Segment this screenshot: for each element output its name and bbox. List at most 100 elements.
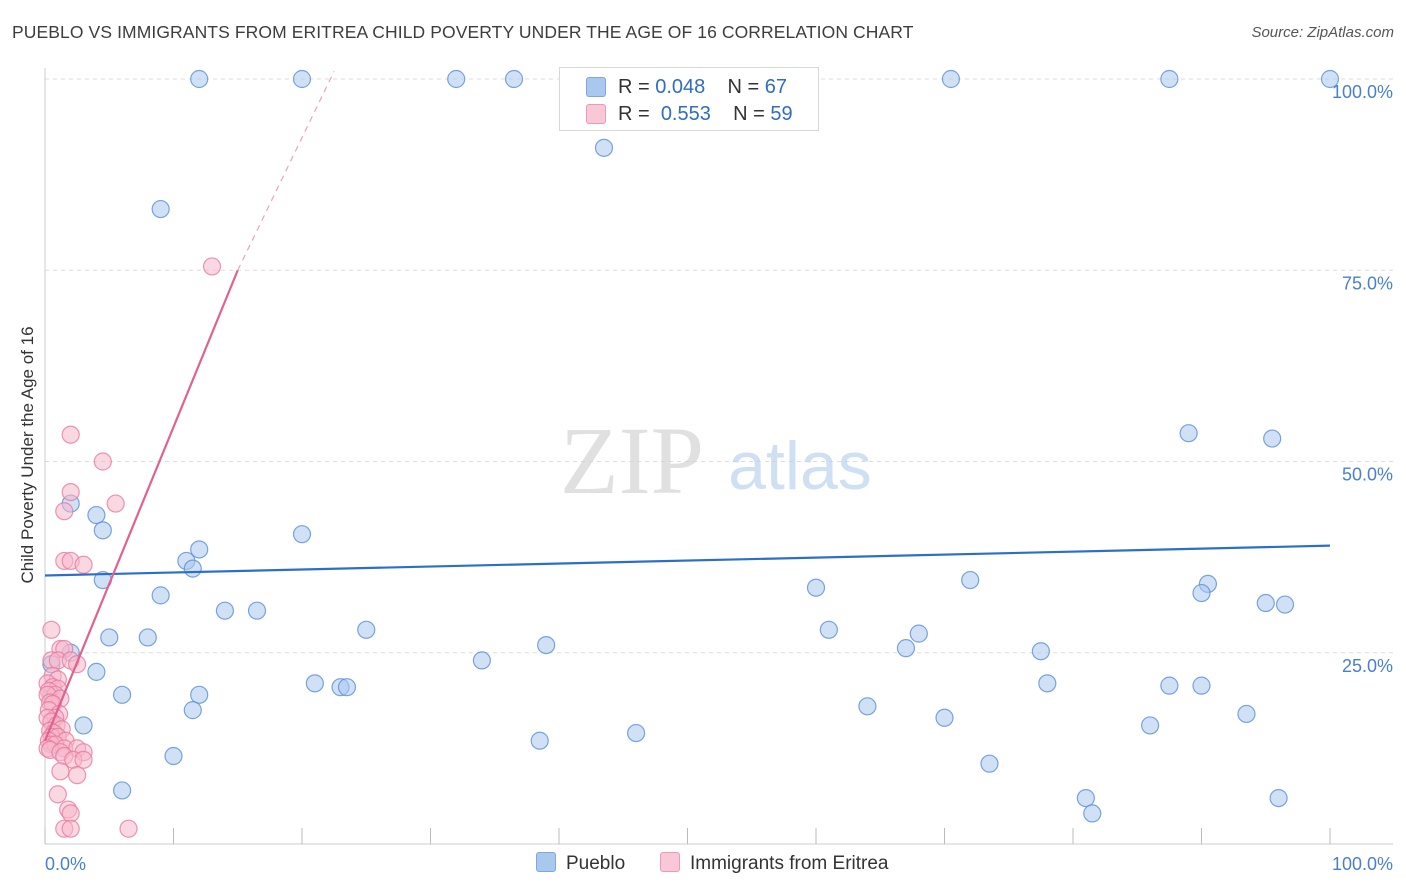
pueblo-point	[472, 651, 491, 670]
series-legend-eritrea[interactable]: Immigrants from Eritrea	[660, 852, 888, 875]
eritrea-trend-line	[43, 269, 239, 742]
stats-legend: R = 0.048 N = 67 R = 0.553 N = 59	[559, 67, 819, 131]
eritrea-point	[42, 620, 61, 639]
eritrea-point	[119, 819, 138, 838]
eritrea-point	[74, 555, 93, 574]
pueblo-point	[1256, 593, 1275, 613]
pueblo-point	[1275, 595, 1295, 614]
eritrea-point	[74, 750, 93, 769]
legend-r-label: R =	[618, 76, 656, 98]
legend-r-value-eritrea: 0.553	[660, 103, 711, 125]
legend-swatch-pueblo	[586, 77, 606, 97]
pueblo-point	[935, 708, 954, 727]
eritrea-point	[106, 494, 125, 513]
x-tick-label: 100.0%	[1332, 854, 1393, 874]
legend-n-label: N =	[733, 103, 771, 125]
pueblo-point	[980, 754, 999, 773]
pueblo-point	[215, 601, 234, 620]
legend-r-value-pueblo: 0.048	[655, 76, 706, 98]
y-tick-label: 25.0%	[1342, 656, 1393, 676]
pueblo-point	[183, 559, 202, 578]
pueblo-point	[93, 521, 112, 540]
eritrea-point	[51, 762, 70, 781]
pueblo-point	[112, 781, 132, 800]
pueblo-point	[1160, 69, 1179, 89]
pueblo-point	[190, 69, 209, 89]
eritrea-point	[61, 425, 80, 444]
y-tick-label: 50.0%	[1342, 465, 1393, 485]
pueblo-point	[112, 685, 132, 704]
pueblo-point	[183, 701, 202, 720]
pueblo-point	[1140, 716, 1160, 735]
watermark: ZIP atlas	[560, 407, 872, 514]
pueblo-point	[100, 628, 119, 647]
legend-r-label: R =	[618, 103, 656, 125]
pueblo-point	[1237, 704, 1256, 724]
series-swatch-pueblo	[536, 852, 556, 872]
pueblo-point	[537, 635, 556, 655]
series-label-pueblo: Pueblo	[566, 853, 626, 874]
series-label-eritrea: Immigrants from Eritrea	[690, 853, 889, 874]
axis-layer: 25.0% 50.0% 75.0% 100.0% 0.0% 100.0%	[44, 68, 1393, 874]
pueblo-point	[164, 746, 183, 766]
eritrea-point	[48, 785, 67, 804]
pueblo-point	[292, 69, 312, 89]
pueblo-point	[1160, 676, 1179, 695]
pueblo-point	[74, 716, 93, 735]
eritrea-trend-extension	[237, 71, 335, 271]
pueblo-point	[138, 628, 157, 647]
pueblo-trend-line	[44, 544, 1331, 577]
pueblo-point	[1179, 424, 1198, 443]
pueblo-point	[896, 639, 916, 658]
pueblo-point	[151, 586, 170, 605]
pueblo-point	[1031, 642, 1050, 661]
pueblo-point	[1083, 804, 1102, 823]
y-tick-label: 75.0%	[1342, 273, 1393, 293]
y-tick-label: 100.0%	[1332, 82, 1393, 102]
pueblo-point	[247, 601, 267, 620]
pueblo-point	[819, 620, 838, 639]
points-layer	[38, 69, 1340, 838]
legend-swatch-eritrea	[586, 104, 606, 124]
source-label: Source: ZipAtlas.com	[1251, 24, 1394, 41]
pueblo-point	[1192, 583, 1211, 603]
pueblo-point	[961, 570, 980, 590]
pueblo-point	[806, 578, 826, 597]
pueblo-point	[1269, 788, 1288, 808]
legend-n-value-pueblo: 67	[764, 76, 788, 98]
pueblo-point	[151, 199, 170, 219]
pueblo-point	[305, 674, 324, 693]
pueblo-point	[190, 685, 209, 704]
pueblo-point	[909, 624, 928, 643]
pueblo-point	[1192, 676, 1211, 695]
series-legend: Pueblo Immigrants from Eritrea	[0, 852, 1406, 878]
pueblo-point	[1076, 788, 1095, 808]
pueblo-point	[87, 505, 106, 525]
pueblo-point	[357, 620, 376, 639]
eritrea-point	[55, 502, 74, 521]
series-swatch-eritrea	[660, 852, 680, 872]
pueblo-point	[447, 69, 466, 89]
watermark-atlas: atlas	[728, 428, 872, 504]
pueblo-point	[941, 69, 961, 89]
pueblo-point	[626, 723, 646, 743]
pueblo-point	[337, 678, 357, 697]
y-axis-label: Child Poverty Under the Age of 16	[18, 326, 37, 583]
pueblo-point	[1320, 69, 1340, 89]
pueblo-point	[530, 731, 549, 750]
pueblo-point	[87, 662, 106, 681]
grid-layer	[45, 78, 1393, 654]
pueblo-point	[504, 69, 524, 89]
eritrea-point	[61, 819, 80, 838]
pueblo-point	[1263, 429, 1282, 448]
eritrea-point	[202, 257, 222, 276]
pueblo-point	[190, 540, 209, 559]
eritrea-point	[61, 804, 80, 823]
eritrea-point	[61, 483, 80, 502]
series-legend-pueblo[interactable]: Pueblo	[536, 852, 625, 875]
chart-title: PUEBLO VS IMMIGRANTS FROM ERITREA CHILD …	[12, 22, 914, 42]
legend-n-label: N =	[727, 76, 765, 98]
pueblo-point	[292, 525, 312, 544]
pueblo-point	[594, 138, 614, 157]
